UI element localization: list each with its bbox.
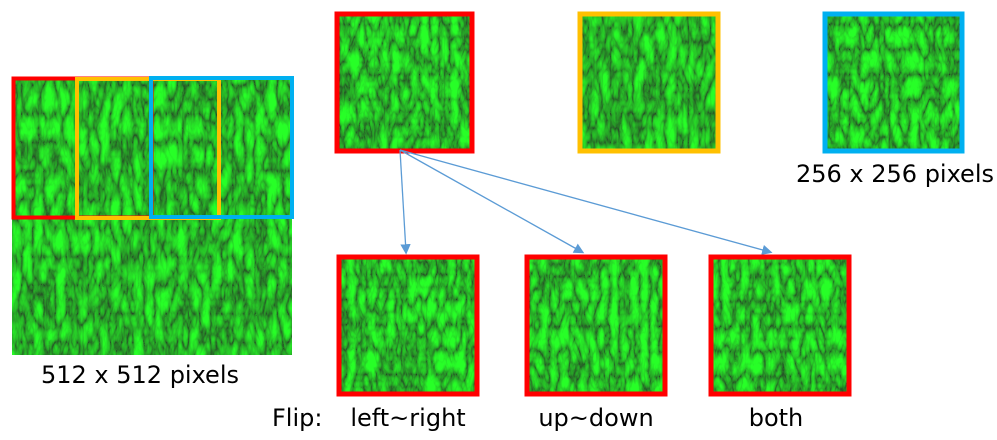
flip-label: both [749, 404, 804, 432]
source-image [12, 77, 292, 355]
flip-label: left~right [350, 404, 465, 432]
crops-caption: 256 x 256 pixels [796, 160, 994, 188]
arrows [400, 150, 770, 252]
crop-red [335, 12, 474, 153]
source-caption: 512 x 512 pixels [41, 361, 239, 389]
flip-both [709, 255, 851, 396]
diagram: 512 x 512 pixels 256 x 256 pixels Flip: … [0, 0, 997, 436]
crop-blue [823, 12, 964, 153]
crop-orange [578, 12, 720, 153]
flip-label: up~down [538, 404, 653, 432]
flip-up-down [525, 255, 667, 396]
flip-left-right [337, 255, 479, 396]
flip-prefix: Flip: [272, 404, 322, 432]
